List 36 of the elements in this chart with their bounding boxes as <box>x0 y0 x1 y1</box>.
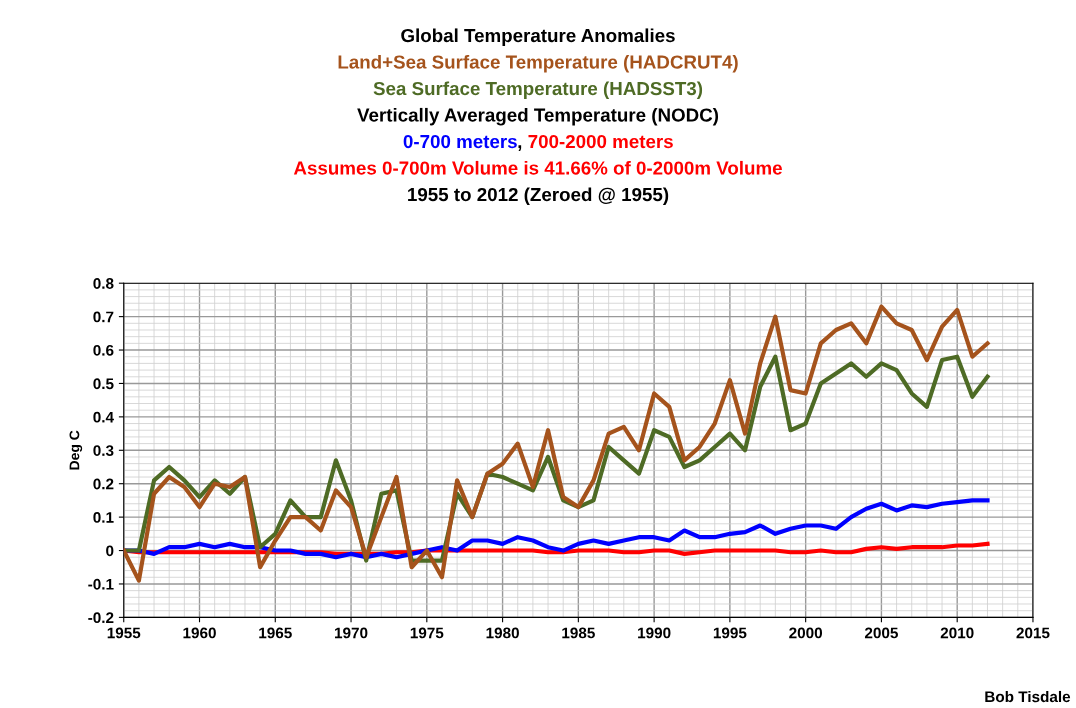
y-tick-label: 0.1 <box>93 511 114 523</box>
y-tick-label: 0.6 <box>93 344 114 356</box>
y-axis-title: Deg C <box>69 430 83 470</box>
x-tick-label: 1995 <box>713 627 747 639</box>
text: Bob Tisdale <box>985 690 1071 703</box>
x-tick-label: 2005 <box>864 627 898 639</box>
text: Land+Sea Surface Temperature (HADCRUT4) <box>338 54 738 73</box>
y-tick-label: 0.5 <box>93 378 114 390</box>
y-tick-label: -0.2 <box>88 612 114 624</box>
y-tick-label: 0.3 <box>93 445 114 456</box>
line-series <box>123 304 990 583</box>
x-tick-label: 1970 <box>335 627 368 639</box>
x-tick-label: 1965 <box>259 627 292 639</box>
x-tick-label: 1985 <box>562 627 595 639</box>
text: , <box>518 145 522 151</box>
y-tick-label: 0.2 <box>93 478 114 490</box>
x-tick-label: 2000 <box>789 627 823 639</box>
x-tick-label: 1955 <box>107 627 141 639</box>
text: 0-700 meters <box>403 134 517 149</box>
x-tick-label: 1990 <box>638 627 671 639</box>
x-tick-label: 2015 <box>1016 627 1050 639</box>
y-tick-label: 0.8 <box>93 278 114 289</box>
y-tick-label: -0.1 <box>88 578 114 590</box>
chart-title: Global Temperature Anomalies <box>401 28 675 46</box>
y-tick-label: 0 <box>106 545 114 557</box>
x-tick-label: 1980 <box>486 627 519 639</box>
x-tick-label: 1975 <box>410 627 444 639</box>
y-tick-label: 0.7 <box>93 311 114 323</box>
chart-subtitle: 1955 to 2012 (Zeroed @ 1955) <box>408 187 669 205</box>
text: Sea Surface Temperature (HADSST3) <box>373 81 703 99</box>
text: Vertically Averaged Temperature (NODC) <box>357 107 719 126</box>
y-tick-label: 0.4 <box>93 411 114 423</box>
x-tick-label: 2010 <box>940 627 974 639</box>
text: Assumes 0-700m Volume is 41.66% of 0-2000m Volume <box>293 160 782 175</box>
text: 700-2000 meters <box>528 134 673 149</box>
x-tick-label: 1960 <box>183 627 216 639</box>
